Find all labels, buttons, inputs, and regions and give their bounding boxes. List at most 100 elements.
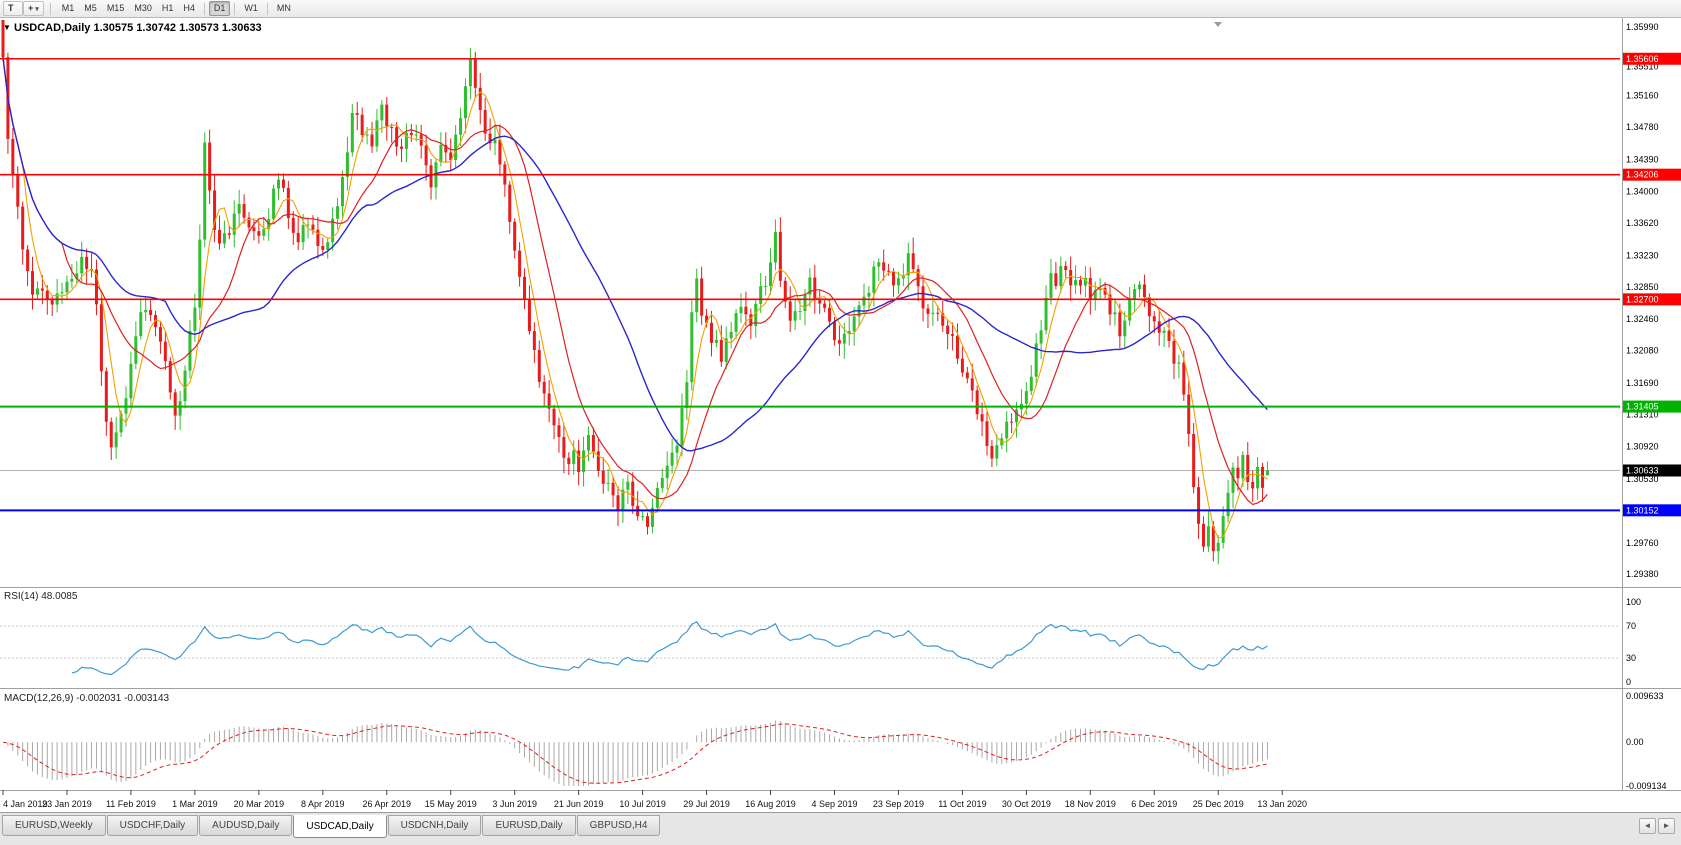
date-label: 3 Jun 2019	[492, 799, 537, 809]
date-label: 25 Dec 2019	[1193, 799, 1244, 809]
macd-label: MACD(12,26,9) -0.002031 -0.003143	[4, 693, 170, 704]
chart-tab-eurusd-weekly[interactable]: EURUSD,Weekly	[2, 815, 106, 836]
top-toolbar: T + ▾ M1 M5 M15 M30 H1 H4 D1 W1 MN	[0, 0, 1681, 18]
arrow-left-icon: ◄	[1643, 821, 1652, 830]
chart-tab-gbpusd-h4[interactable]: GBPUSD,H4	[576, 815, 661, 836]
timeframe-button-m5[interactable]: M5	[84, 3, 97, 13]
date-label: 15 May 2019	[425, 799, 477, 809]
price-grid-label: 1.34000	[1626, 187, 1659, 197]
chart-tab-usdcnh-daily[interactable]: USDCNH,Daily	[387, 815, 482, 836]
date-label: 8 Apr 2019	[301, 799, 345, 809]
date-label: 10 Jul 2019	[619, 799, 666, 809]
chart-tabs: EURUSD,Weekly USDCHF,Daily AUDUSD,Daily USD…	[2, 815, 661, 838]
date-label: 23 Jan 2019	[42, 799, 92, 809]
current-price-tag	[1622, 464, 1681, 477]
price-grid-label: 1.30530	[1626, 474, 1659, 484]
panel-separators[interactable]	[0, 18, 1681, 791]
toolbar-separator	[49, 2, 51, 15]
tool-buttons: T + ▾	[3, 1, 44, 16]
timeframe-button-m30[interactable]: M30	[134, 3, 152, 13]
macd-panel: MACD(12,26,9) -0.002031 -0.003143 0.00963…	[2, 691, 1667, 791]
macd-scale-label: 0.009633	[1626, 691, 1664, 701]
timeframe-button-h4[interactable]: H4	[183, 3, 195, 13]
toolbar-separator	[234, 2, 236, 15]
price-axis[interactable]: 1.35990 1.35510 1.35160 1.34780 1.34390 1.340…	[1622, 22, 1681, 579]
templates-icon: T	[8, 3, 14, 13]
price-grid-label: 1.33620	[1626, 218, 1659, 228]
collapse-triangle-icon: ▼	[3, 23, 11, 32]
price-grid-label: 1.32080	[1626, 346, 1659, 356]
price-grid-label: 1.35510	[1626, 62, 1659, 72]
level-price-label: 1.31405	[1626, 402, 1659, 412]
price-grid-label: 1.31310	[1626, 409, 1659, 419]
current-price-label: 1.30633	[1626, 465, 1659, 475]
level-price-label: 1.30152	[1626, 505, 1659, 515]
toolbar-separator	[266, 2, 268, 15]
rsi-scale-label: 0	[1626, 677, 1631, 687]
date-label: 11 Oct 2019	[938, 799, 986, 809]
chart-tab-usdcad-daily[interactable]: USDCAD,Daily	[293, 815, 387, 838]
tab-scroll-buttons: ◄ ►	[1639, 815, 1675, 834]
price-grid-label: 1.35160	[1626, 91, 1659, 101]
templates-button[interactable]: T	[3, 1, 23, 16]
macd-scale-label: -0.009134	[1626, 781, 1667, 791]
rsi-scale-label: 70	[1626, 621, 1636, 631]
date-label: 6 Dec 2019	[1131, 799, 1177, 809]
timeframe-button-w1[interactable]: W1	[244, 3, 258, 13]
price-grid-label: 1.34780	[1626, 122, 1659, 132]
timeframe-button-d1[interactable]: D1	[208, 1, 231, 16]
ma-13-line	[2, 57, 1268, 506]
date-label: 11 Feb 2019	[106, 799, 156, 809]
chart-tab-eurusd-daily[interactable]: EURUSD,Daily	[482, 815, 576, 836]
date-label: 26 Apr 2019	[362, 799, 411, 809]
level-price-label: 1.35606	[1626, 54, 1659, 64]
macd-signal-line	[2, 723, 1268, 784]
tabs-scroll-left-button[interactable]: ◄	[1639, 818, 1656, 834]
ohlc-title-text: USDCAD,Daily 1.30575 1.30742 1.30573 1.3…	[14, 22, 262, 34]
price-grid-label: 1.30920	[1626, 442, 1659, 452]
date-label: 21 Jun 2019	[554, 799, 604, 809]
date-label: 23 Sep 2019	[873, 799, 924, 809]
price-grid-label: 1.34390	[1626, 154, 1659, 164]
tabs-scroll-right-button[interactable]: ►	[1658, 818, 1675, 834]
date-label: 30 Oct 2019	[1002, 799, 1051, 809]
ma-34-line	[2, 57, 1268, 452]
arrow-right-icon: ►	[1662, 821, 1671, 830]
timeframe-button-m1[interactable]: M1	[61, 3, 75, 13]
ma-5-line	[2, 57, 1268, 539]
date-label: 1 Mar 2019	[172, 799, 218, 809]
cursor-tool-icon: +	[28, 3, 34, 13]
price-grid-label: 1.29380	[1626, 569, 1659, 579]
timeframe-button-mn[interactable]: MN	[276, 3, 291, 13]
macd-scale-label: 0.00	[1626, 737, 1644, 747]
caret-down-icon: ▾	[35, 6, 39, 13]
chart-canvas[interactable]: 1.35990 1.35510 1.35160 1.34780 1.34390 1.340…	[0, 0, 1681, 812]
level-price-label: 1.34206	[1626, 170, 1659, 180]
date-label: 16 Aug 2019	[745, 799, 796, 809]
price-grid-label: 1.29760	[1626, 538, 1659, 548]
price-grid-label: 1.31690	[1626, 378, 1659, 388]
chart-tab-usdchf-daily[interactable]: USDCHF,Daily	[106, 815, 199, 836]
moving-average-lines	[2, 57, 1268, 539]
chart-tabs-bar: EURUSD,Weekly USDCHF,Daily AUDUSD,Daily USD…	[0, 812, 1681, 845]
rsi-scale-label: 100	[1626, 597, 1641, 607]
cursor-tool-button[interactable]: + ▾	[23, 1, 44, 16]
date-label: 20 Mar 2019	[234, 799, 285, 809]
chart-tab-audusd-daily[interactable]: AUDUSD,Daily	[199, 815, 293, 836]
horizontal-level-lines	[0, 57, 1620, 512]
timeframe-button-h1[interactable]: H1	[161, 3, 174, 13]
level-price-label: 1.32700	[1626, 294, 1659, 304]
price-grid-label: 1.32460	[1626, 314, 1659, 324]
price-grid-label: 1.35990	[1626, 22, 1659, 32]
chart-shift-marker-icon[interactable]	[1214, 22, 1222, 27]
date-label: 4 Sep 2019	[811, 799, 857, 809]
candles	[1, 20, 1269, 565]
date-label: 4 Jan 2019	[3, 799, 48, 809]
chart-title: ▼ USDCAD,Daily 1.30575 1.30742 1.30573 1.…	[3, 22, 262, 34]
toolbar-separator	[203, 2, 205, 15]
date-label: 18 Nov 2019	[1065, 799, 1116, 809]
timeframe-button-m15[interactable]: M15	[106, 3, 125, 13]
price-grid-label: 1.33230	[1626, 250, 1659, 260]
